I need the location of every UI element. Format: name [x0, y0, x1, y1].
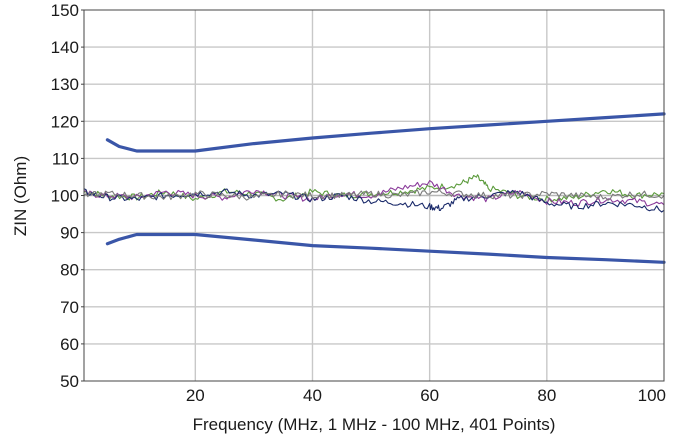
series-upper-limit [105, 112, 666, 153]
x-axis-label: Frequency (MHz, 1 MHz - 100 MHz, 401 Poi… [193, 415, 556, 434]
y-tick-label-100: 100 [51, 187, 79, 206]
series-lower-limit [105, 232, 666, 264]
y-tick-label-130: 130 [51, 75, 79, 94]
y-tick-label-60: 60 [60, 335, 79, 354]
tick-labels: 50 60 70 80 90 100 110 120 130 140 150 20 40 60 80 100 [51, 1, 666, 405]
traces [83, 174, 665, 213]
y-tick-label-50: 50 [60, 372, 79, 391]
x-tick-label-40: 40 [303, 386, 322, 405]
series-trace-blue-dark [83, 188, 665, 213]
y-tick-label-70: 70 [60, 298, 79, 317]
y-axis-label: ZIN (Ohm) [11, 156, 30, 236]
y-tick-label-90: 90 [60, 224, 79, 243]
y-tick-label-120: 120 [51, 112, 79, 131]
series-trace-gray [83, 189, 665, 201]
x-tick-label-100: 100 [638, 386, 666, 405]
y-tick-label-140: 140 [51, 38, 79, 57]
y-tick-label-110: 110 [52, 149, 79, 168]
y-tick-label-150: 150 [51, 1, 79, 20]
x-tick-label-20: 20 [186, 386, 205, 405]
x-tick-label-60: 60 [420, 386, 439, 405]
y-tick-label-80: 80 [60, 261, 79, 280]
x-tick-label-80: 80 [537, 386, 556, 405]
limit-lines [105, 112, 666, 264]
